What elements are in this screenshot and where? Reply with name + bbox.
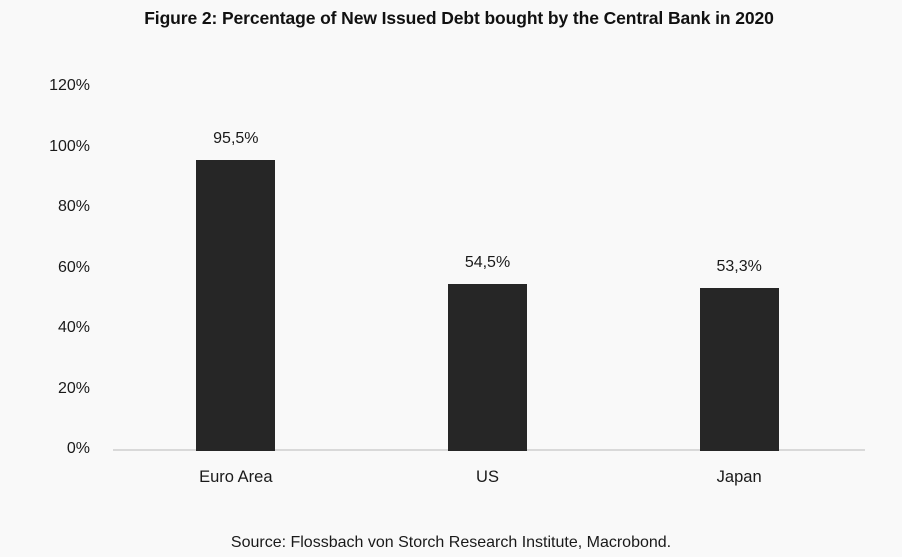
y-tick-label: 100% xyxy=(49,137,90,155)
y-tick-label: 20% xyxy=(57,379,90,397)
y-tick-label: 80% xyxy=(57,198,90,215)
chart-title: Figure 2: Percentage of New Issued Debt … xyxy=(144,8,774,28)
x-category-label: Euro Area xyxy=(199,468,273,486)
y-tick-label: 0% xyxy=(66,440,90,457)
source-caption: Source: Flossbach von Storch Research In… xyxy=(230,534,672,551)
x-category-label: US xyxy=(476,468,499,486)
bar-japan xyxy=(699,287,779,451)
x-category-label: Japan xyxy=(716,468,762,486)
bar-value-label: 54,5% xyxy=(464,254,511,272)
y-tick-label: 60% xyxy=(57,258,90,276)
y-tick-label: 40% xyxy=(57,319,90,336)
bar-value-label: 53,3% xyxy=(716,257,762,275)
bar-euro-area xyxy=(196,160,276,451)
bar-us xyxy=(448,284,527,451)
bar-value-label: 95,5% xyxy=(213,130,259,148)
y-tick-label: 120% xyxy=(49,77,90,94)
